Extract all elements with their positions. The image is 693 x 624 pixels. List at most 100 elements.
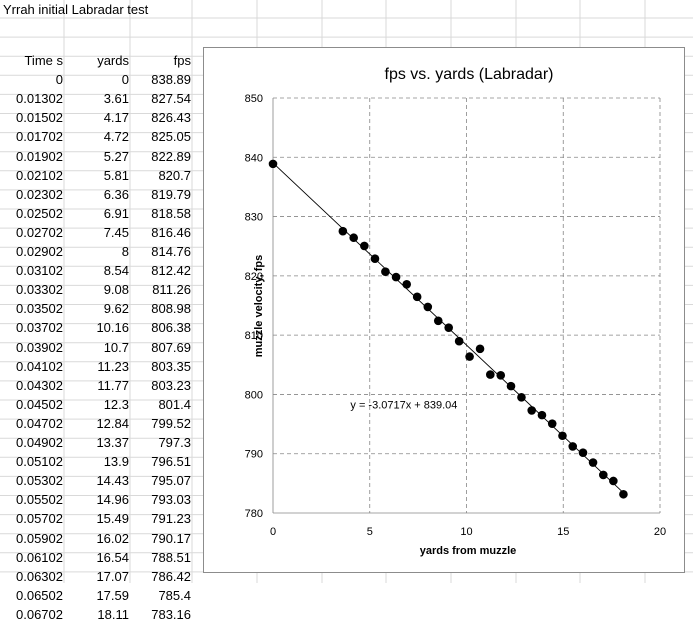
table-cell[interactable]: 14.96 [96, 492, 129, 508]
table-cell[interactable]: 799.52 [151, 415, 191, 431]
table-cell[interactable]: 0 [121, 72, 129, 88]
table-cell[interactable]: 0.02702 [16, 224, 63, 240]
table-cell[interactable]: 0.05902 [16, 530, 63, 546]
axis-tick-labels: 780 790 800 810 820 830 840 850 0 5 10 15 20 [245, 93, 666, 538]
table-cell[interactable]: 0.04902 [16, 435, 63, 450]
table-cell[interactable]: 7.45 [103, 224, 129, 240]
table-cell[interactable]: 0.01702 [16, 129, 63, 145]
table-cell[interactable]: 10.7 [103, 339, 129, 355]
data-point [496, 370, 506, 380]
table-cell[interactable]: 4.72 [103, 129, 129, 145]
table-cell[interactable]: 17.07 [96, 568, 129, 584]
table-cell[interactable]: 0.01302 [16, 91, 63, 107]
table-cell[interactable]: 785.4 [158, 587, 191, 603]
table-cell[interactable]: 783.16 [151, 606, 191, 622]
table-cell[interactable]: 0.02502 [16, 205, 63, 221]
table-cell[interactable]: 6.91 [103, 205, 129, 221]
table-cell[interactable]: 9.62 [103, 301, 129, 317]
table-cell[interactable]: 803.23 [151, 377, 191, 393]
table-cell[interactable]: 16.54 [96, 549, 129, 565]
table-cell[interactable]: 0.02902 [16, 244, 63, 259]
table-cell[interactable]: 0.05102 [16, 454, 63, 470]
table-cell[interactable]: 0.05702 [16, 511, 63, 527]
table-cell[interactable]: 3.61 [103, 91, 129, 107]
table-cell[interactable]: 13.37 [96, 435, 129, 450]
table-cell[interactable]: 812.42 [151, 263, 191, 279]
table-cell[interactable]: 819.79 [151, 186, 191, 202]
table-cell[interactable]: 10.16 [96, 320, 129, 336]
data-point [588, 458, 598, 467]
table-cell[interactable]: 797.3 [158, 435, 191, 450]
table-cell[interactable]: 5.81 [103, 167, 129, 183]
table-cell[interactable]: 0.02102 [16, 167, 63, 183]
table-cell[interactable]: 5.27 [103, 148, 129, 164]
table-cell[interactable]: 13.9 [103, 454, 129, 470]
table-cell[interactable]: 0.03302 [16, 282, 63, 298]
data-point [527, 406, 537, 415]
table-cell[interactable]: 806.38 [151, 320, 191, 336]
table-cell[interactable]: 11.77 [97, 377, 129, 393]
table-cell[interactable]: 0.03502 [16, 301, 63, 317]
table-cell[interactable]: 14.43 [96, 473, 129, 489]
table-cell[interactable]: 791.23 [151, 511, 191, 527]
table-cell[interactable]: 0.04302 [16, 377, 63, 393]
chart-area[interactable]: fps vs. yards (Labradar) 780 790 800 810 820… [203, 47, 685, 573]
table-cell[interactable]: 11.23 [97, 358, 129, 374]
table-cell[interactable]: 0.06302 [16, 568, 63, 584]
table-cell[interactable]: 0.06102 [16, 549, 63, 565]
table-cell[interactable]: 12.84 [96, 415, 129, 431]
table-cell[interactable]: 796.51 [151, 454, 191, 470]
table-cell[interactable]: 0.03702 [16, 320, 63, 336]
table-cell[interactable]: 16.02 [96, 530, 129, 546]
table-cell[interactable]: 0.03902 [16, 339, 63, 355]
table-cell[interactable]: 790.17 [151, 530, 191, 546]
table-cell[interactable]: 811.26 [152, 282, 191, 298]
table-cell[interactable]: 803.35 [151, 358, 191, 374]
column-header[interactable]: Time s [24, 53, 63, 68]
trendline-equation: y = -3.0717x + 839.04 [350, 400, 457, 412]
table-cell[interactable]: 818.58 [151, 205, 191, 221]
table-cell[interactable]: 0.06702 [16, 606, 63, 622]
table-cell[interactable]: 17.59 [96, 587, 129, 603]
table-cell[interactable]: 0.01502 [16, 110, 63, 126]
table-cell[interactable]: 838.89 [151, 72, 191, 88]
table-cell[interactable]: 8 [121, 244, 129, 259]
table-cell[interactable]: 18.11 [97, 606, 129, 622]
table-cell[interactable]: 0.04702 [16, 415, 63, 431]
table-cell[interactable]: 816.46 [151, 224, 191, 240]
table-cell[interactable]: 4.17 [103, 110, 129, 126]
y-tick-label: 780 [245, 508, 263, 520]
table-cell[interactable]: 0.01902 [16, 148, 63, 164]
table-cell[interactable]: 0.05502 [16, 492, 63, 508]
data-point [568, 442, 578, 451]
table-cell[interactable]: 12.3 [103, 396, 129, 412]
table-cell[interactable]: 795.07 [151, 473, 191, 489]
column-header[interactable]: fps [173, 53, 191, 68]
table-cell[interactable]: 793.03 [151, 492, 191, 508]
table-cell[interactable]: 826.43 [151, 110, 191, 126]
table-cell[interactable]: 9.08 [103, 282, 129, 298]
table-cell[interactable]: 6.36 [103, 186, 129, 202]
table-cell[interactable]: 788.51 [151, 549, 191, 565]
sheet-title[interactable]: Yrrah initial Labradar test [3, 2, 149, 17]
table-cell[interactable]: 8.54 [103, 263, 129, 279]
table-cell[interactable]: 801.4 [158, 396, 191, 412]
table-cell[interactable]: 0 [55, 72, 63, 88]
table-cell[interactable]: 15.49 [96, 511, 129, 527]
table-cell[interactable]: 0.05302 [16, 473, 63, 489]
column-header[interactable]: yards [97, 53, 129, 68]
table-cell[interactable]: 0.06502 [16, 587, 63, 603]
table-cell[interactable]: 0.02302 [16, 186, 63, 202]
table-cell[interactable]: 0.04502 [16, 396, 63, 412]
table-cell[interactable]: 807.69 [151, 339, 191, 355]
x-tick-label: 20 [654, 526, 666, 538]
table-cell[interactable]: 0.04102 [16, 358, 63, 374]
table-cell[interactable]: 820.7 [158, 167, 191, 183]
table-cell[interactable]: 786.42 [151, 568, 191, 584]
table-cell[interactable]: 808.98 [151, 301, 191, 317]
table-cell[interactable]: 827.54 [151, 91, 191, 107]
table-cell[interactable]: 822.89 [151, 148, 191, 164]
table-cell[interactable]: 814.76 [151, 244, 191, 259]
table-cell[interactable]: 0.03102 [16, 263, 63, 279]
table-cell[interactable]: 825.05 [151, 129, 191, 145]
